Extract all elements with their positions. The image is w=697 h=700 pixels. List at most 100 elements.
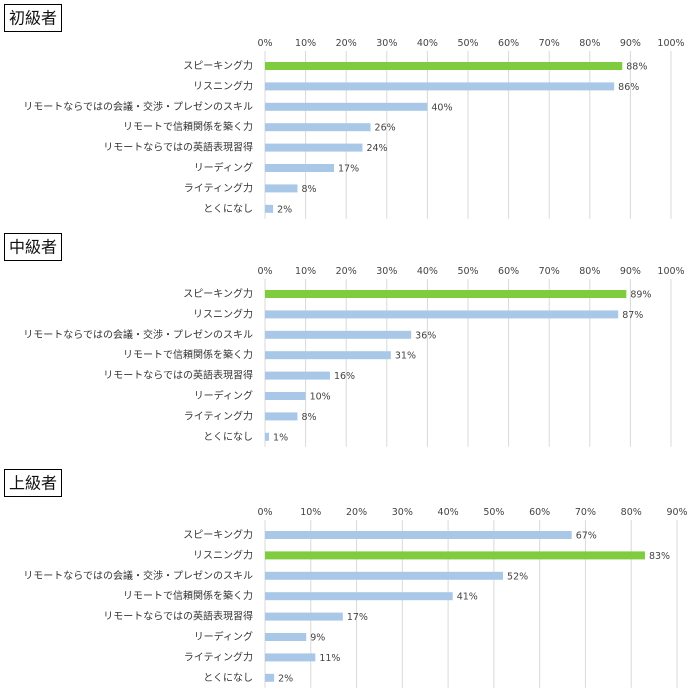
x-tick-label: 70% xyxy=(539,266,560,277)
x-tick-label: 60% xyxy=(529,507,550,518)
data-label: 8% xyxy=(301,412,316,423)
x-tick-label: 30% xyxy=(376,38,397,49)
category-label: リーディング xyxy=(194,161,253,174)
bar xyxy=(265,412,298,421)
data-label: 31% xyxy=(395,351,416,362)
bar xyxy=(265,633,307,641)
data-label: 89% xyxy=(630,290,651,301)
chart-title-box xyxy=(4,233,62,261)
category-label: リモートならではの英語表現習得 xyxy=(103,369,253,382)
data-label: 1% xyxy=(273,432,288,443)
category-label: スピーキング力 xyxy=(183,59,253,72)
category-label: ライティング力 xyxy=(184,409,253,422)
data-label: 52% xyxy=(507,571,528,582)
data-label: 86% xyxy=(618,82,639,93)
category-label: リーディング xyxy=(194,389,253,402)
x-tick-label: 40% xyxy=(438,507,459,518)
x-tick-label: 90% xyxy=(620,38,641,49)
data-label: 8% xyxy=(301,184,316,195)
category-label: リモートならではの会議・交渉・プレゼンのスキル xyxy=(23,100,253,113)
bar xyxy=(265,551,645,560)
x-tick-label: 70% xyxy=(539,38,560,49)
bar xyxy=(265,653,316,662)
chart-title: 初級者 xyxy=(9,9,57,28)
chart-title: 中級者 xyxy=(9,238,57,257)
bar xyxy=(265,290,627,298)
x-tick-label: 100% xyxy=(657,38,684,49)
x-tick-label: 90% xyxy=(666,507,687,518)
x-tick-label: 90% xyxy=(620,266,641,277)
bar xyxy=(265,143,363,152)
category-label: ライティング力 xyxy=(184,181,253,194)
x-tick-label: 50% xyxy=(483,507,504,518)
bar xyxy=(265,184,298,193)
data-label: 16% xyxy=(334,371,355,382)
chart-title-box xyxy=(4,4,62,32)
category-label: リモートならではの英語表現習得 xyxy=(103,141,253,154)
x-tick-label: 10% xyxy=(295,266,316,277)
x-tick-label: 80% xyxy=(579,266,600,277)
x-tick-label: 50% xyxy=(457,38,478,49)
data-label: 67% xyxy=(576,531,597,542)
bar xyxy=(265,102,428,111)
category-label: リモートで信頼関係を築く力 xyxy=(123,120,253,133)
x-tick-label: 10% xyxy=(300,507,321,518)
data-label: 9% xyxy=(310,633,325,644)
data-label: 10% xyxy=(310,392,331,403)
x-tick-label: 20% xyxy=(336,266,357,277)
bar xyxy=(265,531,572,539)
data-label: 24% xyxy=(366,143,387,154)
x-tick-label: 40% xyxy=(417,266,438,277)
bar xyxy=(265,571,504,580)
bar xyxy=(265,351,391,360)
x-tick-label: 0% xyxy=(257,266,272,277)
category-label: リモートならではの英語表現習得 xyxy=(103,610,253,623)
data-label: 88% xyxy=(626,62,647,73)
bar xyxy=(265,82,615,91)
data-label: 2% xyxy=(277,204,292,215)
category-label: スピーキング力 xyxy=(183,287,253,300)
x-tick-label: 80% xyxy=(621,507,642,518)
bar xyxy=(265,310,619,319)
bar xyxy=(265,123,371,132)
x-tick-label: 40% xyxy=(417,38,438,49)
chart-3: 上級者 0% 10% 20% 30% 40% 50% 60% 70% 80% 90% スピーキング力 6… xyxy=(4,469,688,688)
x-tick-label: 0% xyxy=(257,38,272,49)
bar xyxy=(265,164,335,172)
data-label: 26% xyxy=(375,123,396,134)
bar xyxy=(265,330,412,339)
data-label: 2% xyxy=(278,673,293,684)
data-label: 40% xyxy=(431,102,452,113)
x-tick-label: 80% xyxy=(579,38,600,49)
bar xyxy=(265,432,270,441)
bar xyxy=(265,673,275,682)
x-tick-label: 100% xyxy=(657,266,684,277)
data-label: 17% xyxy=(347,612,368,623)
category-label: リスニング力 xyxy=(193,79,253,92)
category-label: リモートならではの会議・交渉・プレゼンのスキル xyxy=(23,569,253,582)
bar xyxy=(265,204,274,213)
category-label: リスニング力 xyxy=(193,548,253,561)
chart-title-box xyxy=(4,469,62,497)
chart-title: 上級者 xyxy=(9,474,57,493)
data-label: 17% xyxy=(338,164,359,175)
category-label: とくになし xyxy=(203,672,253,684)
x-tick-label: 10% xyxy=(295,38,316,49)
x-tick-label: 70% xyxy=(575,507,596,518)
x-tick-label: 60% xyxy=(498,266,519,277)
category-label: スピーキング力 xyxy=(183,528,253,541)
x-tick-label: 20% xyxy=(346,507,367,518)
category-label: リモートならではの会議・交渉・プレゼンのスキル xyxy=(23,328,253,341)
category-label: リスニング力 xyxy=(193,307,253,320)
data-label: 11% xyxy=(319,653,340,664)
category-label: リーディング xyxy=(194,630,253,643)
data-label: 83% xyxy=(649,551,670,562)
bar xyxy=(265,592,453,601)
x-tick-label: 20% xyxy=(336,38,357,49)
data-label: 41% xyxy=(457,592,478,603)
x-tick-label: 30% xyxy=(392,507,413,518)
bar xyxy=(265,62,623,70)
category-label: リモートで信頼関係を築く力 xyxy=(123,348,253,361)
bar xyxy=(265,371,330,380)
